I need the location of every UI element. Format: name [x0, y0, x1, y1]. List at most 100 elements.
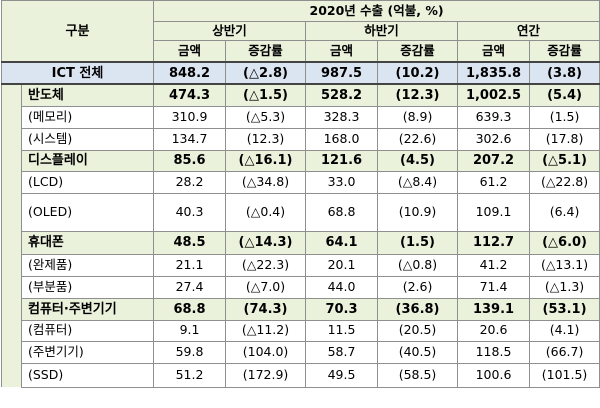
row-label: (완제품) [20, 253, 155, 277]
table-cell: 41.2 [457, 253, 531, 277]
category-row: 컴퓨터·주변기기 68.8 (74.3) 70.3 (36.8) 139.1 (53.1) [2, 297, 600, 321]
table-cell: 68.8 [153, 297, 227, 321]
table-cell: 112.7 [457, 230, 531, 255]
period-annual: 연간 [457, 21, 600, 41]
table-cell: (1.5) [377, 230, 459, 255]
table-cell: 44.0 [305, 275, 379, 299]
table-cell: (58.5) [377, 362, 459, 388]
row-label: (부분품) [20, 275, 155, 299]
table-cell: 59.8 [153, 340, 227, 364]
total-cell: (3.8) [529, 61, 600, 85]
table-cell: (△11.2) [225, 319, 307, 342]
table-cell: 64.1 [305, 230, 379, 255]
subcategory-row: (부분품) 27.4 (△7.0) 44.0 (2.6) 71.4 (△1.3) [2, 275, 600, 299]
row-label: (메모리) [20, 105, 155, 129]
table-cell: 139.1 [457, 297, 531, 321]
table-cell: (8.9) [377, 105, 459, 129]
table-cell: (△8.4) [377, 170, 459, 194]
row-label: (주변기기) [20, 340, 155, 364]
total-cell: (△2.8) [225, 61, 307, 85]
col-change-3: 증감률 [529, 40, 600, 63]
table-cell: (△14.3) [225, 230, 307, 255]
row-label: (SSD) [20, 362, 155, 388]
table-cell: 121.6 [305, 149, 379, 172]
table-cell: (△5.3) [225, 105, 307, 129]
table-cell: 9.1 [153, 319, 227, 342]
table-cell: (101.5) [529, 362, 600, 388]
col-amount-2: 금액 [305, 40, 379, 63]
subcategory-row: (완제품) 21.1 (△22.3) 20.1 (△0.8) 41.2 (△13.1) [2, 253, 600, 277]
col-change-1: 증감률 [225, 40, 307, 63]
row-label: (컴퓨터) [20, 319, 155, 342]
category-row: 반도체 474.3 (△1.5) 528.2 (12.3) 1,002.5 (5.4) [1, 83, 600, 387]
total-cell: (10.2) [377, 61, 459, 85]
table-cell: 302.6 [457, 127, 531, 151]
table-cell: (4.1) [529, 319, 600, 342]
table-cell: (△5.1) [529, 149, 600, 172]
table-cell: 20.1 [305, 253, 379, 277]
table-cell: 68.8 [305, 192, 379, 232]
table-cell: (12.3) [225, 127, 307, 151]
table-cell: 310.9 [153, 105, 227, 129]
indent-spacer [1, 84, 22, 387]
table-cell: (△1.5) [225, 83, 307, 107]
table-cell: (△1.3) [529, 275, 600, 299]
table-cell: 168.0 [305, 127, 379, 151]
total-cell: 987.5 [305, 61, 379, 85]
subcategory-row: (컴퓨터) 9.1 (△11.2) 11.5 (20.5) 20.6 (4.1) [2, 319, 600, 342]
table-cell: (6.4) [529, 192, 600, 232]
category-row: 디스플레이 85.6 (△16.1) 121.6 (4.5) 207.2 (△5.1) [2, 149, 600, 172]
table-cell: 11.5 [305, 319, 379, 342]
table-cell: (△13.1) [529, 253, 600, 277]
table-cell: (12.3) [377, 83, 459, 107]
table-cell: 33.0 [305, 170, 379, 194]
table-cell: (10.9) [377, 192, 459, 232]
period-second-half: 하반기 [305, 21, 459, 41]
table-cell: 134.7 [153, 127, 227, 151]
table-cell: (△22.8) [529, 170, 600, 194]
period-first-half: 상반기 [153, 21, 307, 41]
table-cell: 328.3 [305, 105, 379, 129]
subcategory-row: (시스템) 134.7 (12.3) 168.0 (22.6) 302.6 (17.8) [2, 127, 600, 151]
table-cell: (20.5) [377, 319, 459, 342]
table-cell: 71.4 [457, 275, 531, 299]
table-cell: 109.1 [457, 192, 531, 232]
table-cell: 474.3 [153, 83, 227, 107]
table-cell: 85.6 [153, 149, 227, 172]
table-cell: (74.3) [225, 297, 307, 321]
subcategory-row: (SSD) 51.2 (172.9) 49.5 (58.5) 100.6 (101.5) [2, 362, 600, 388]
row-label: (시스템) [20, 127, 155, 151]
row-label: 반도체 [20, 83, 155, 107]
table-cell: 49.5 [305, 362, 379, 388]
table-cell: (△0.4) [225, 192, 307, 232]
table-cell: 100.6 [457, 362, 531, 388]
table-cell: (2.6) [377, 275, 459, 299]
row-label: 디스플레이 [20, 149, 155, 172]
table-cell: 61.2 [457, 170, 531, 194]
table-cell: 58.7 [305, 340, 379, 364]
table-cell: (5.4) [529, 83, 600, 107]
category-row: 휴대폰 48.5 (△14.3) 64.1 (1.5) 112.7 (△6.0) [2, 230, 600, 255]
header-row-2: 상반기 하반기 연간 [2, 21, 600, 41]
table-cell: (1.5) [529, 105, 600, 129]
table-cell: 118.5 [457, 340, 531, 364]
table-cell: (36.8) [377, 297, 459, 321]
table-cell: 528.2 [305, 83, 379, 107]
table-cell: 40.3 [153, 192, 227, 232]
row-label: 컴퓨터·주변기기 [20, 297, 155, 321]
table-cell: 70.3 [305, 297, 379, 321]
gubun-header: 구분 [0, 0, 155, 63]
table-cell: 21.1 [153, 253, 227, 277]
table-cell: (22.6) [377, 127, 459, 151]
table-cell: 28.2 [153, 170, 227, 194]
row-label: (OLED) [20, 192, 155, 232]
total-cell: 848.2 [153, 61, 227, 85]
table-cell: (172.9) [225, 362, 307, 388]
subcategory-row: (메모리) 310.9 (△5.3) 328.3 (8.9) 639.3 (1.5) [2, 105, 600, 129]
table-cell: (△16.1) [225, 149, 307, 172]
table-cell: 48.5 [153, 230, 227, 255]
total-row: ICT 전체 848.2 (△2.8) 987.5 (10.2) 1,835.8… [0, 61, 600, 85]
table-cell: 20.6 [457, 319, 531, 342]
header-row-1: 구분 2020년 수출 (억불, %) [0, 0, 600, 63]
table-cell: 207.2 [457, 149, 531, 172]
